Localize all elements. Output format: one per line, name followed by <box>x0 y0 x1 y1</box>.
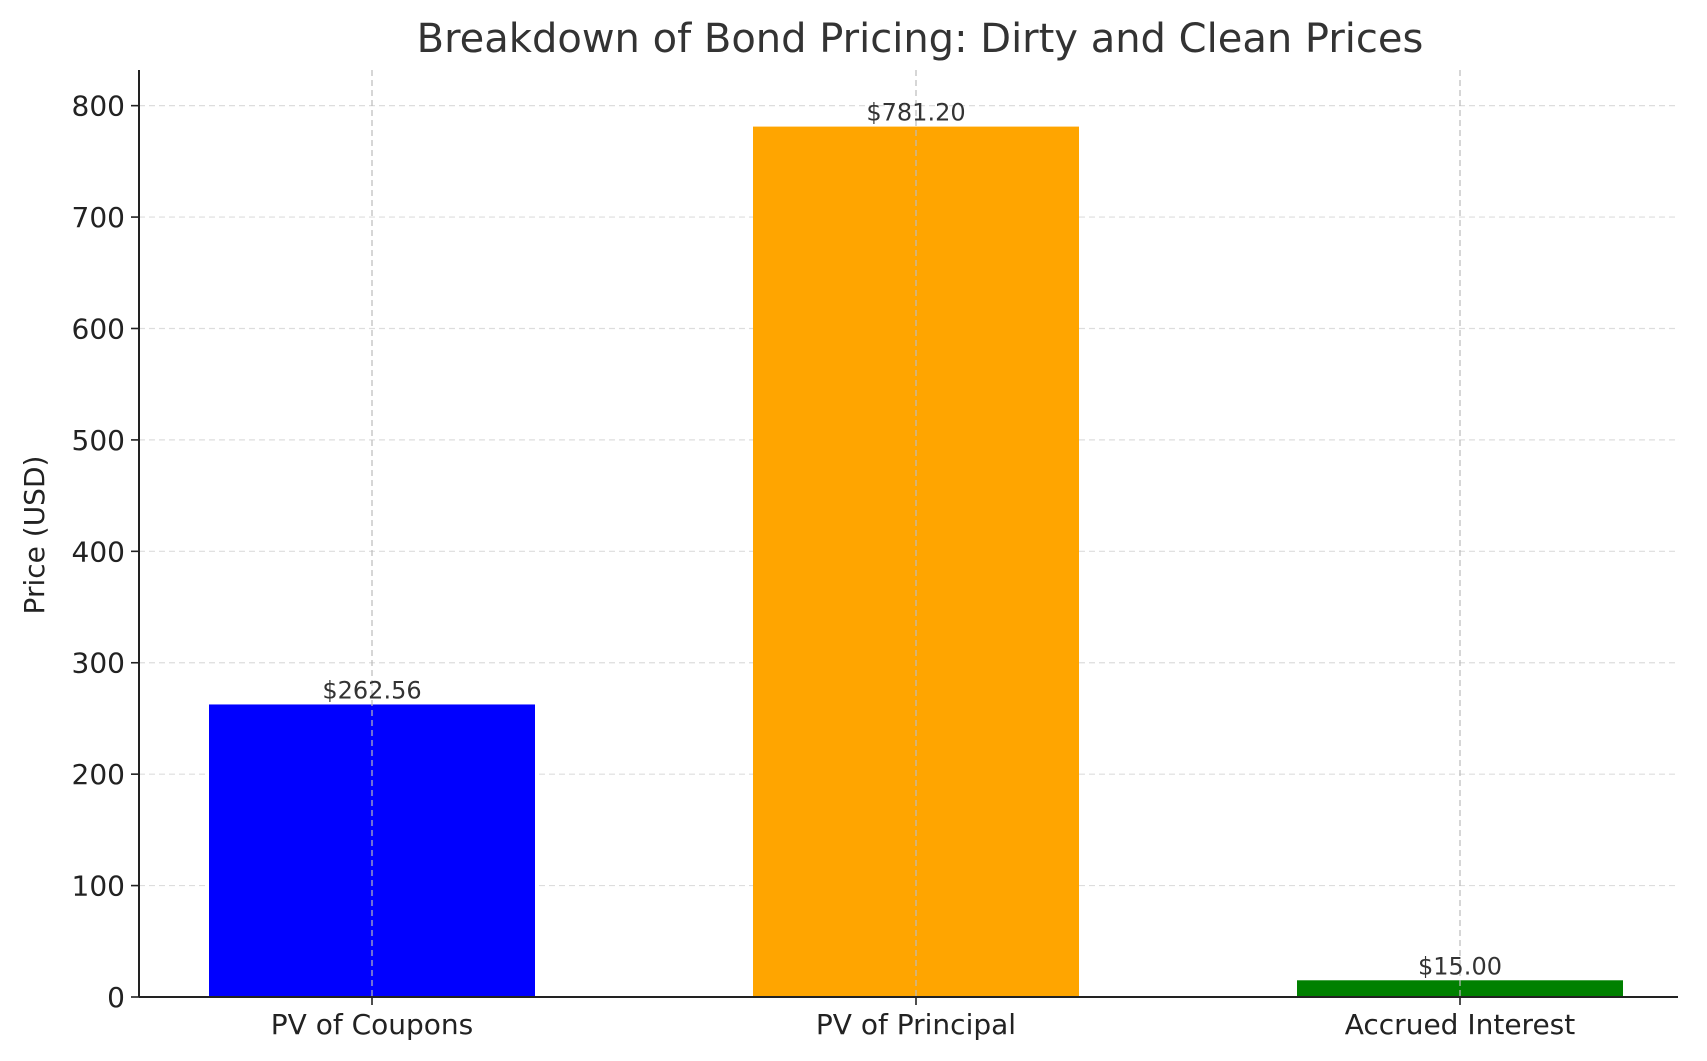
bar-data-label: $781.20 <box>866 99 965 127</box>
y-tick-label: 800 <box>72 90 125 123</box>
y-tick-label: 400 <box>72 535 125 568</box>
y-tick-label: 100 <box>72 870 125 903</box>
vertical-grid-lines <box>371 70 1461 997</box>
y-tick-label: 200 <box>72 758 125 791</box>
y-axis-label: Price (USD) <box>18 456 51 615</box>
chart-title: Breakdown of Bond Pricing: Dirty and Cle… <box>417 16 1424 62</box>
bar-data-label: $15.00 <box>1418 952 1502 980</box>
bar <box>1297 980 1623 997</box>
x-tick-label: PV of Principal <box>816 1008 1016 1041</box>
bar-data-label: $262.56 <box>322 676 421 704</box>
axes <box>131 70 1678 1005</box>
y-tick-label: 0 <box>107 981 125 1014</box>
x-tick-label: PV of Coupons <box>271 1008 474 1041</box>
x-tick-label: Accrued Interest <box>1345 1008 1576 1041</box>
labels: 0 100 200 300 400 500 600 700 800 PV of Coupons $2… <box>72 90 1576 1041</box>
y-tick-label: 300 <box>72 647 125 680</box>
y-tick-label: 500 <box>72 424 125 457</box>
y-tick-label: 600 <box>72 312 125 345</box>
y-tick-label: 700 <box>72 201 125 234</box>
